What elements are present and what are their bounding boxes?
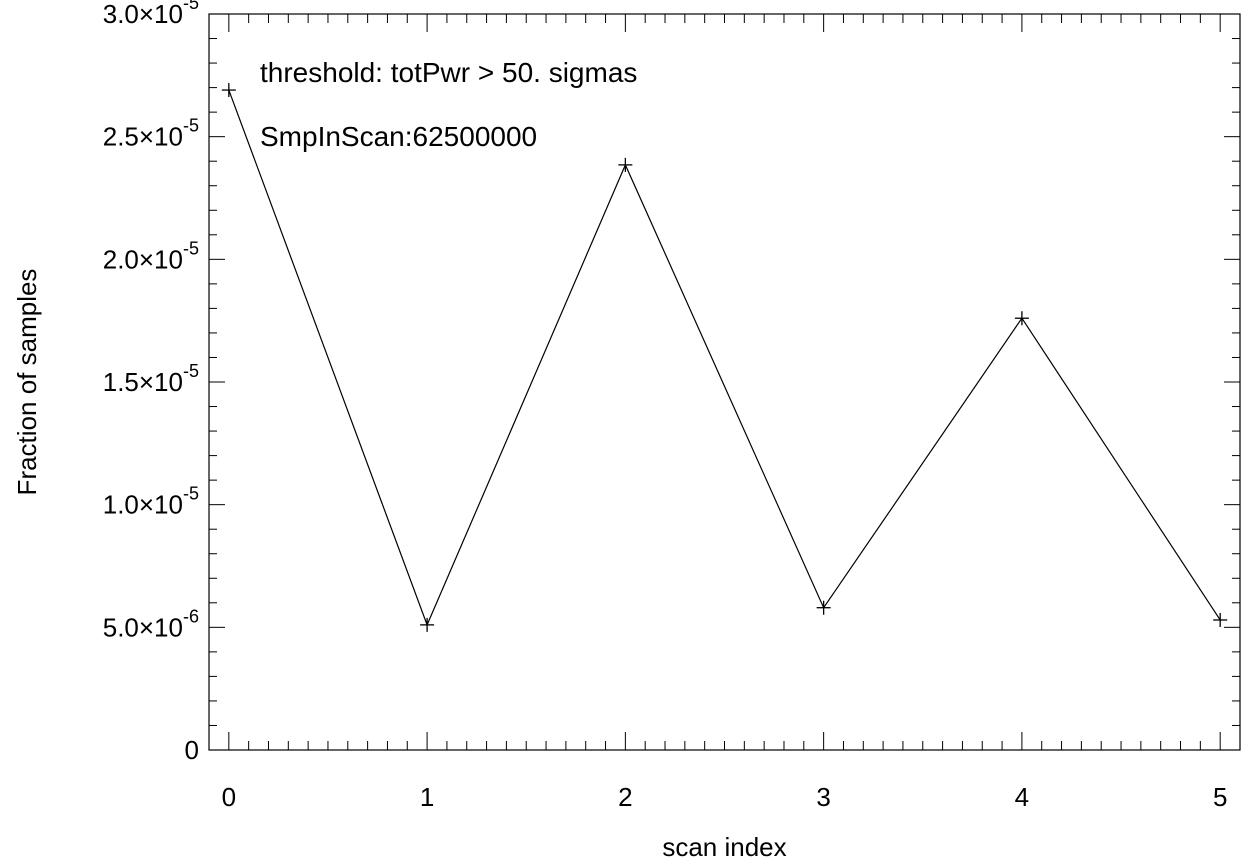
x-axis-label: scan index [662, 832, 786, 862]
x-tick-label: 4 [1015, 782, 1029, 812]
data-point-marker [1213, 612, 1228, 627]
y-tick-exponent: -5 [183, 0, 199, 13]
data-point-marker [420, 617, 435, 632]
y-axis-label: Fraction of samples [12, 269, 42, 496]
annotation-samples-in-scan: SmpInScan:62500000 [260, 121, 537, 152]
x-axis: 0 1 2 3 4 5 [222, 14, 1227, 812]
series-layer [221, 83, 1228, 632]
data-point-marker [1014, 311, 1029, 326]
x-tick-label: 5 [1213, 782, 1227, 812]
y-tick-exponent: -5 [183, 116, 199, 136]
y-tick-label: 2.0×10-5 [103, 238, 199, 274]
y-tick-label: 3.0×10-5 [103, 0, 199, 29]
y-tick-label: 2.5×10-5 [103, 116, 199, 152]
y-tick-exponent: -5 [183, 361, 199, 381]
data-point-marker [221, 83, 236, 98]
x-tick-label: 1 [420, 782, 434, 812]
x-tick-label: 2 [618, 782, 632, 812]
y-tick-mantissa: 5.0×10 [103, 612, 183, 642]
series-line [228, 89, 1221, 627]
y-tick-label: 1.5×10-5 [103, 361, 199, 397]
x-tick-label: 0 [222, 782, 236, 812]
y-axis: 05.0×10-61.0×10-51.5×10-52.0×10-52.5×10-… [103, 0, 1240, 765]
y-tick-mantissa: 1.5×10 [103, 367, 183, 397]
y-tick-mantissa: 3.0×10 [103, 0, 183, 29]
y-tick-label: 1.0×10-5 [103, 484, 199, 520]
y-tick-label: 0 [185, 735, 199, 765]
y-tick-exponent: -6 [183, 606, 199, 626]
data-point-marker [618, 157, 633, 172]
y-tick-mantissa: 1.0×10 [103, 490, 183, 520]
y-tick-exponent: -5 [183, 484, 199, 504]
y-tick-exponent: -5 [183, 238, 199, 258]
y-tick-label: 5.0×10-6 [103, 606, 199, 642]
y-tick-mantissa: 2.5×10 [103, 122, 183, 152]
data-point-marker [816, 600, 831, 615]
y-tick-mantissa: 2.0×10 [103, 244, 183, 274]
annotation-threshold: threshold: totPwr > 50. sigmas [260, 57, 637, 88]
x-tick-label: 3 [816, 782, 830, 812]
